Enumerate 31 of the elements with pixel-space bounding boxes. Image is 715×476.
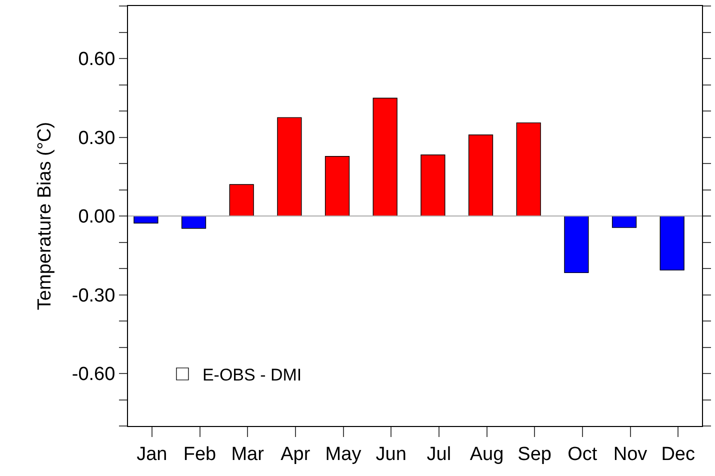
x-tick-label: Dec: [661, 444, 695, 465]
x-tick-label: Jul: [426, 444, 452, 465]
bar: [564, 216, 589, 274]
bar: [516, 122, 541, 216]
y-tick-label: 0.00: [78, 206, 116, 228]
x-tick-label: Aug: [470, 444, 504, 465]
bar: [612, 216, 637, 228]
x-tick-label: Nov: [613, 444, 648, 465]
x-tick-label: Feb: [183, 444, 216, 465]
bar: [277, 117, 302, 216]
bar: [324, 156, 350, 216]
bar: [229, 184, 254, 216]
bar: [134, 216, 158, 224]
y-tick-label: -0.30: [72, 285, 116, 306]
y-tick-label: 0.30: [78, 128, 116, 149]
bar: [372, 98, 398, 216]
bar: [468, 134, 494, 216]
x-tick-label: Sep: [518, 444, 552, 465]
bar: [181, 216, 206, 229]
x-tick-label: May: [325, 444, 362, 465]
bar: [660, 216, 684, 270]
legend-label: E-OBS - DMI: [202, 366, 302, 385]
y-tick-label: 0.60: [78, 49, 116, 70]
y-tick-label: -0.60: [72, 364, 116, 386]
x-tick-label: Jun: [376, 444, 406, 465]
x-tick-label: Mar: [231, 444, 265, 465]
y-axis-title: Temperature Bias (°C): [34, 122, 56, 310]
bar: [420, 154, 446, 216]
x-tick-label: Jan: [136, 444, 168, 465]
x-tick-label: Apr: [280, 444, 311, 465]
x-tick-label: Oct: [568, 444, 598, 465]
